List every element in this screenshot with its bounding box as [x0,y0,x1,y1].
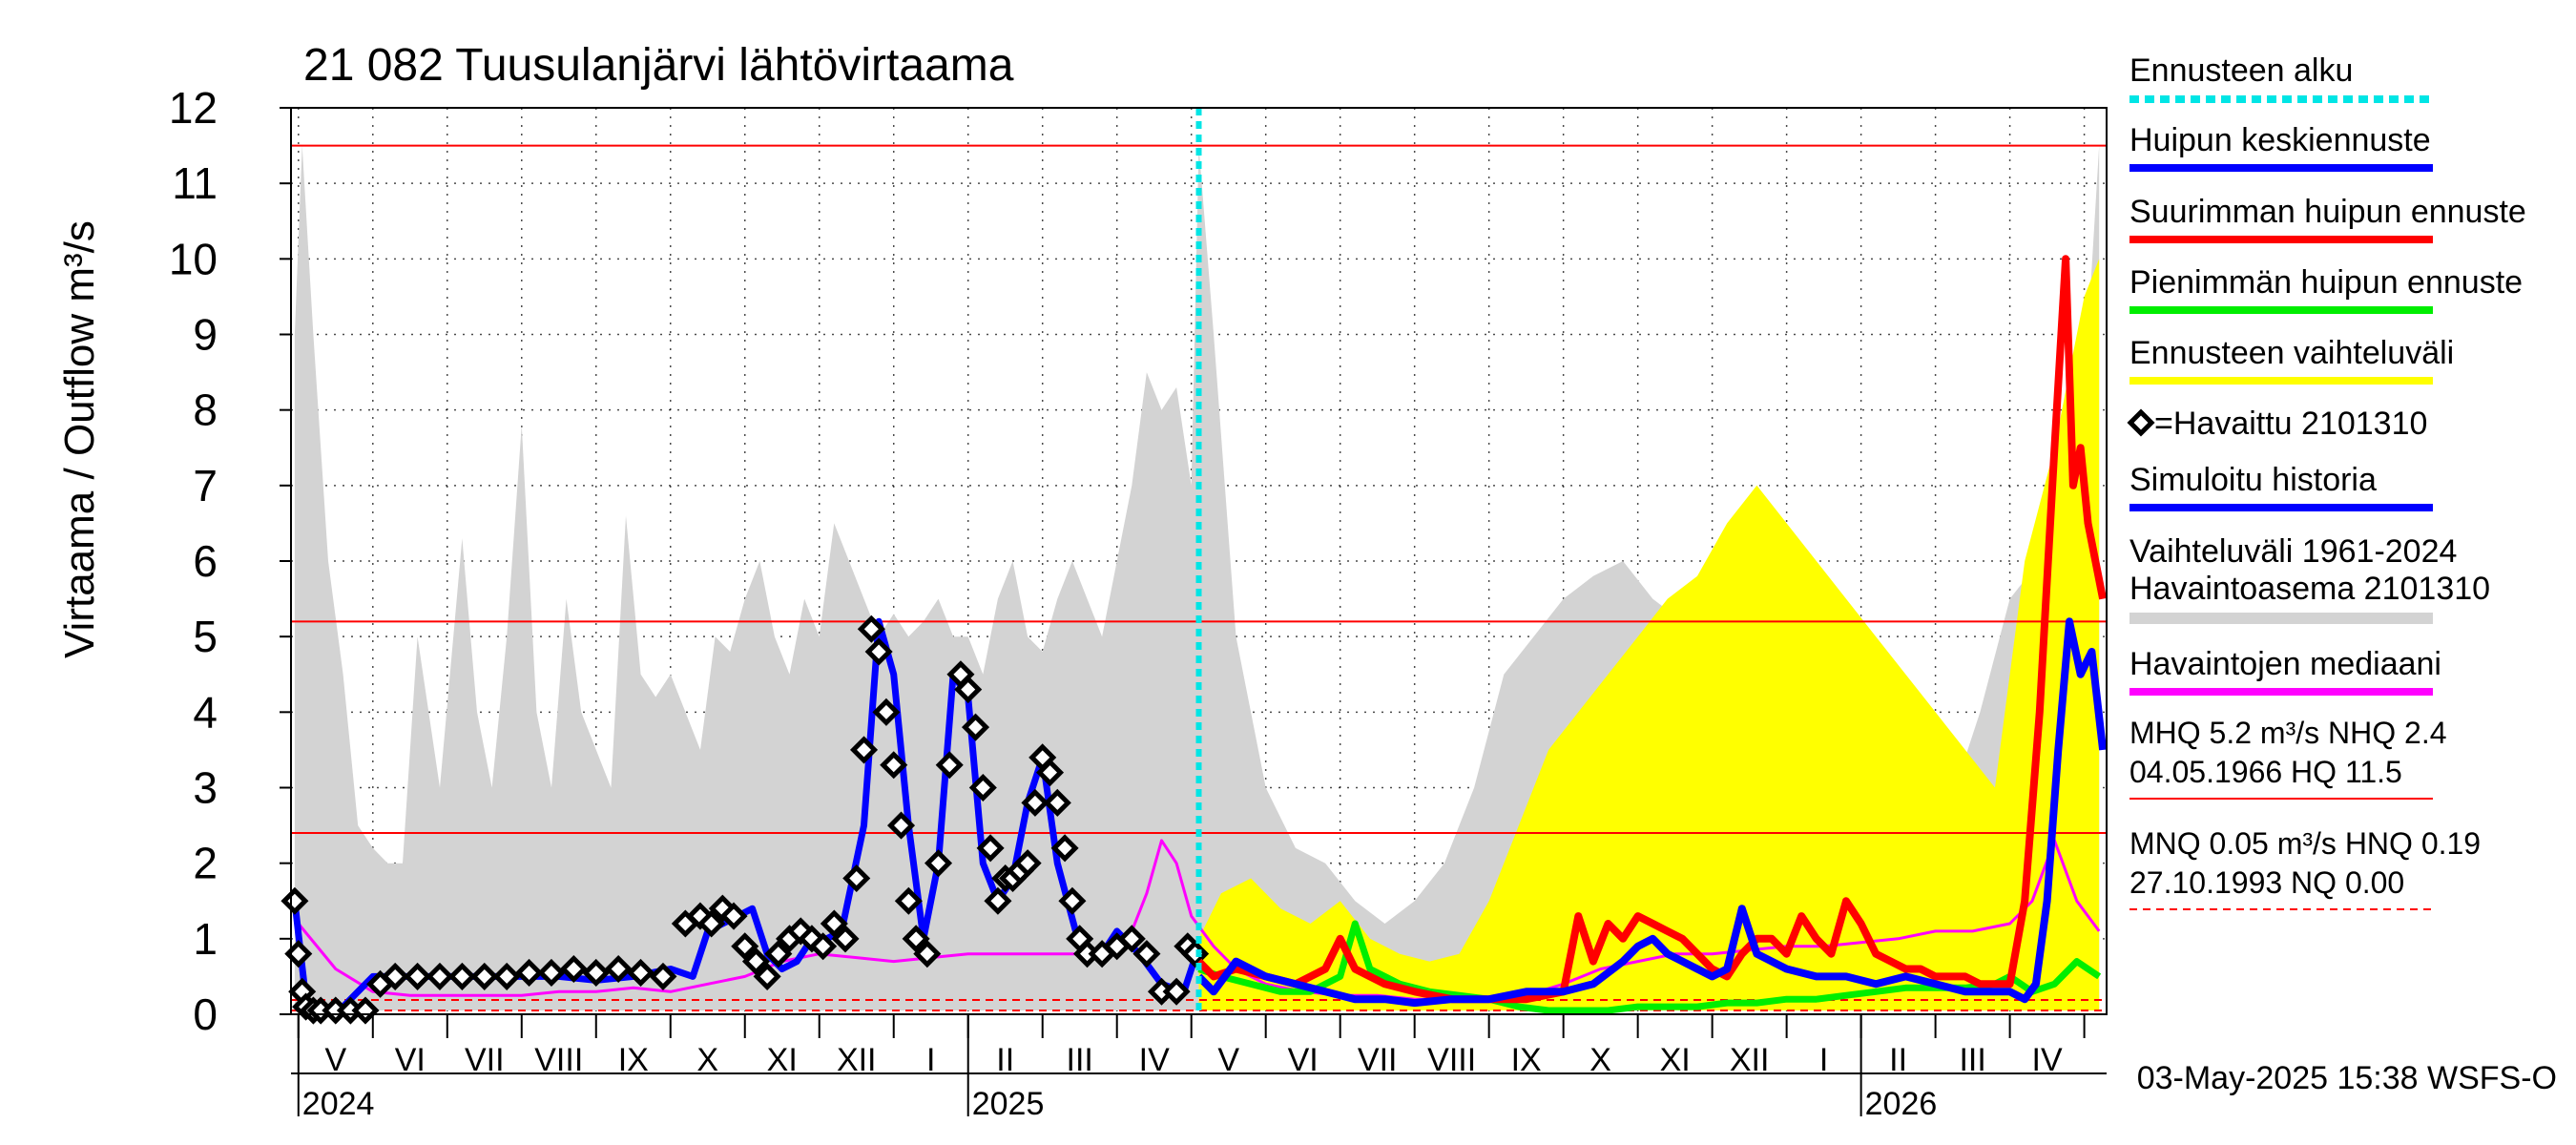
y-tick-label: 5 [193,612,218,661]
y-tick-label: 11 [172,158,218,208]
month-label: V [324,1042,346,1078]
month-label: II [1889,1042,1907,1078]
month-label: I [926,1042,935,1078]
year-label: 2026 [1865,1086,1938,1122]
month-label: II [996,1042,1014,1078]
legend-forecast-range-label: Ennusteen vaihteluväli [2129,335,2454,371]
stats-hq: 04.05.1966 HQ 11.5 [2129,755,2402,789]
y-tick-label: 10 [169,234,218,283]
outflow-chart: 21 082 Tuusulanjärvi lähtövirtaama Virta… [0,0,2576,1145]
month-label: X [696,1042,718,1078]
month-label: XI [767,1042,798,1078]
legend-max-peak-forecast-label: Suurimman huipun ennuste [2129,194,2526,230]
month-label: IV [2032,1042,2063,1078]
y-tick-label: 6 [193,536,218,586]
month-label: XI [1660,1042,1691,1078]
stats-mnq-hnq: MNQ 0.05 m³/s HNQ 0.19 [2129,826,2481,861]
month-label: XII [1730,1042,1770,1078]
y-tick-label: 9 [193,310,218,360]
y-tick-label: 8 [193,385,218,435]
y-tick-label: 1 [193,914,218,964]
footer-timestamp: 03-May-2025 15:38 WSFS-O [2137,1060,2557,1096]
month-label: IX [1511,1042,1542,1078]
legend-mean-peak-forecast-label: Huipun keskiennuste [2129,122,2431,158]
month-label: IX [618,1042,649,1078]
month-label: VIII [1427,1042,1476,1078]
y-tick-label: 3 [193,763,218,813]
y-tick-label: 0 [193,989,218,1039]
month-label: X [1589,1042,1611,1078]
month-label: IV [1139,1042,1170,1078]
legend-median-label: Havaintojen mediaani [2129,646,2441,682]
month-label: XII [837,1042,877,1078]
month-label: VI [395,1042,426,1078]
legend-historical-range-sublabel: Havaintoasema 2101310 [2129,571,2490,607]
y-tick-label: 12 [169,83,218,133]
chart-title: 21 082 Tuusulanjärvi lähtövirtaama [303,40,1014,91]
legend-forecast-start-label: Ennusteen alku [2129,52,2353,89]
year-label: 2025 [972,1086,1045,1122]
y-axis-label: Virtaama / Outflow m³/s [56,220,103,658]
legend-simulated-history-label: Simuloitu historia [2129,462,2377,498]
y-tick-label: 2 [193,839,218,888]
legend-min-peak-forecast-label: Pienimmän huipun ennuste [2129,264,2523,301]
month-label: VII [1358,1042,1398,1078]
year-label: 2024 [302,1086,375,1122]
stats-mhq-nhq: MHQ 5.2 m³/s NHQ 2.4 [2129,716,2447,750]
y-tick-label: 4 [193,687,218,737]
month-label: VI [1288,1042,1319,1078]
month-label: I [1819,1042,1828,1078]
legend-observed-label: =Havaittu 2101310 [2154,406,2427,442]
month-label: VII [465,1042,505,1078]
month-label: III [1067,1042,1093,1078]
month-label: III [1959,1042,1985,1078]
legend-historical-range-label: Vaihteluväli 1961-2024 [2129,533,2457,570]
month-label: VIII [534,1042,583,1078]
stats-nq: 27.10.1993 NQ 0.00 [2129,865,2404,900]
month-label: V [1217,1042,1239,1078]
y-tick-label: 7 [193,461,218,510]
